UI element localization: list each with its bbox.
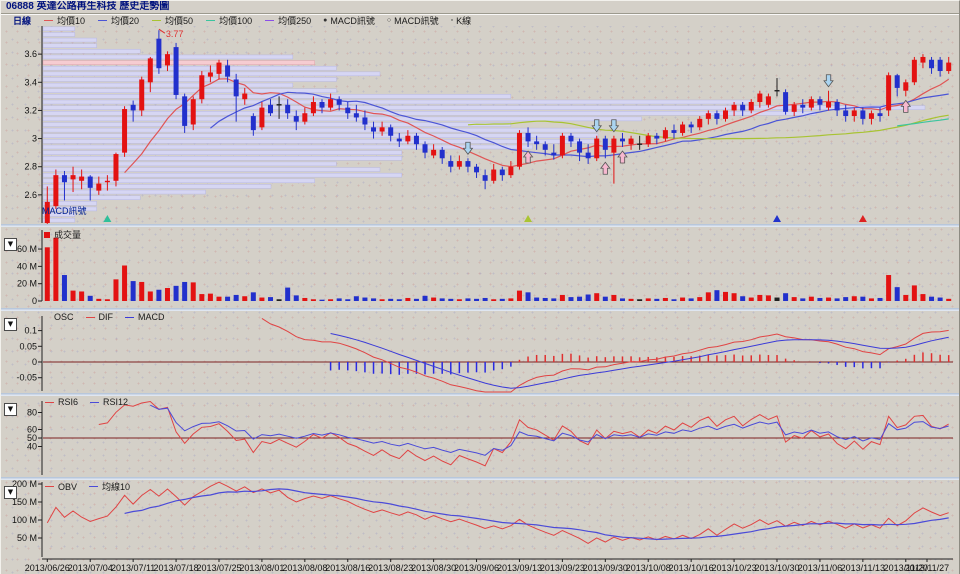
ma250-dash-icon — [265, 20, 275, 21]
legend-macd-signal-2: ○ MACD訊號 — [386, 16, 439, 26]
volume-pane-collapse-button[interactable]: ▼ — [4, 238, 17, 251]
obv-ma-dash-icon — [89, 486, 99, 487]
legend-ma100: 均價100 — [206, 14, 252, 27]
obv-pane-legend: OBV 均線10 — [45, 480, 130, 493]
rsi12-dash-icon — [90, 401, 100, 403]
period-tab-daily[interactable]: 日線 — [13, 16, 32, 26]
macd-pane-collapse-button[interactable]: ▼ — [4, 318, 17, 331]
window-title: 06888 英達公路再生科技 歷史走勢圖 — [1, 1, 959, 14]
obv-dash-icon — [45, 486, 54, 487]
ma50-dash-icon — [152, 20, 162, 21]
legend-kline: ▫ K線 — [450, 16, 472, 26]
pane-separator — [1, 393, 959, 396]
legend-ma20: 均價20 — [98, 14, 139, 27]
square-marker-icon: ▫ — [450, 17, 454, 24]
macd-pane-legend: OSC DIF MACD — [54, 312, 165, 322]
legend-macd-signal-1: ● MACD訊號 — [323, 16, 375, 26]
volume-pane-legend: 成交量 — [44, 228, 81, 241]
volume-swatch-icon — [44, 231, 50, 238]
macd-dash-icon — [125, 316, 135, 318]
pane-separator — [1, 477, 959, 480]
dot-marker-icon: ● — [323, 17, 328, 24]
dif-dash-icon — [85, 316, 95, 318]
pane-separator — [1, 308, 959, 311]
circle-marker-icon: ○ — [386, 17, 392, 24]
ma100-dash-icon — [206, 20, 216, 21]
ma20-dash-icon — [98, 20, 108, 21]
chart-background — [1, 26, 959, 574]
rsi6-dash-icon — [45, 401, 54, 403]
main-legend-bar: 日線 均價10 均價20 均價50 均價100 均價250 ● MACD訊號 ○… — [1, 15, 959, 26]
ma10-dash-icon — [44, 20, 54, 21]
legend-ma50: 均價50 — [152, 14, 193, 27]
legend-ma10: 均價10 — [44, 14, 85, 27]
pane-separator — [1, 224, 959, 227]
obv-pane-collapse-button[interactable]: ▼ — [4, 486, 17, 499]
rsi-pane-collapse-button[interactable]: ▼ — [4, 403, 17, 416]
legend-ma250: 均價250 — [265, 14, 311, 27]
rsi-pane-legend: RSI6 RSI12 — [45, 397, 128, 407]
